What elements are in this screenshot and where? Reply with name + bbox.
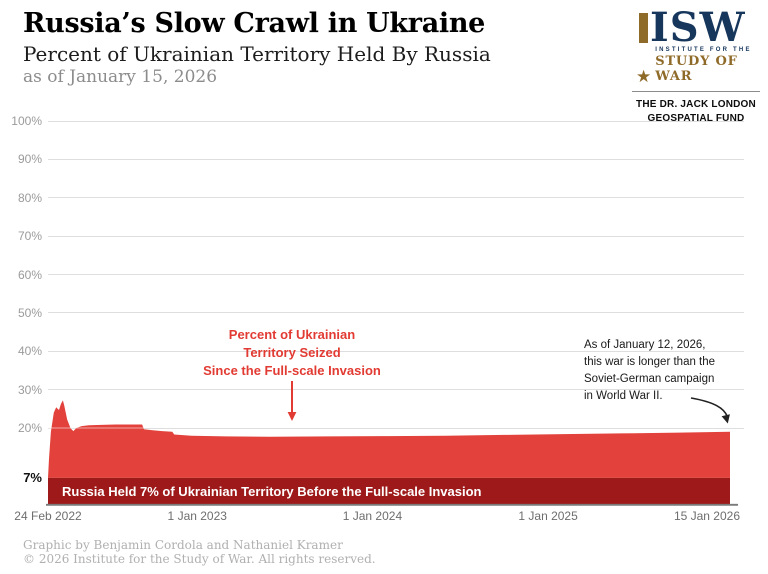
copyright-line: © 2026 Institute for the Study of War. A… [23,552,376,566]
x-tick-2024-01-01: 1 Jan 2024 [342,509,403,523]
y-tick-100: 100% [11,114,42,128]
fund-line-1: THE DR. JACK LONDON [636,99,756,110]
x-tick-2025-01-01: 1 Jan 2025 [518,509,578,523]
x-tick-2022-02-24: 24 Feb 2022 [14,509,82,523]
ww2-annotation: As of January 12, 2026, this war is long… [584,339,716,402]
isw-tagline-row: ★ INSTITUTE FOR THE STUDY OF WAR [632,47,760,86]
seized-annotation: Percent of Ukrainian Territory Seized Si… [203,327,381,378]
study-of-war-label: STUDY OF WAR [655,54,738,84]
y-tick-30: 30% [17,382,42,397]
as-of-date: as of January 15, 2026 [23,67,218,87]
x-axis-labels: 24 Feb 2022 1 Jan 2023 1 Jan 2024 1 Jan 202… [0,509,768,525]
gridline-50 [48,312,744,314]
gridline-40 [48,350,744,352]
gridline-70 [48,235,744,237]
x-tick-2023-01-01: 1 Jan 2023 [167,509,227,523]
y-tick-90: 90% [17,152,42,167]
y-tick-20: 20% [17,421,42,435]
x-tick-2026-01-15: 15 Jan 2026 [673,509,740,523]
gridline-80 [48,197,744,199]
y-tick-7: 7% [23,469,42,485]
y-tick-60: 60% [17,267,42,282]
gridline-60 [48,274,744,275]
gridline-30 [48,389,744,391]
logo-divider [632,91,760,92]
institute-for-the-label: INSTITUTE FOR THE [655,47,752,53]
chart-subtitle: Percent of Ukrainian Territory Held By R… [23,42,491,66]
credit-line: Graphic by Benjamin Cordola and Nathanie… [23,538,343,552]
star-icon: ★ [636,67,652,86]
geospatial-fund-label: THE DR. JACK LONDON GEOSPATIAL FUND [632,98,760,125]
y-tick-50: 50% [17,305,42,320]
page-title: Russia’s Slow Crawl in Ukraine [23,8,486,39]
isw-wordmark: ISW [650,4,746,51]
y-tick-80: 80% [17,190,42,205]
fund-line-2: GEOSPATIAL FUND [647,112,745,124]
baseline-band-label: Russia Held 7% of Ukrainian Territory Be… [62,484,482,499]
logo-gold-bar-icon [639,13,648,43]
gridline-20 [48,427,744,429]
gridline-100 [48,120,744,122]
y-tick-70: 70% [17,229,42,244]
gridline-90 [48,158,744,160]
isw-tagline-col: INSTITUTE FOR THE STUDY OF WAR [655,47,760,84]
isw-logo: ISW ★ INSTITUTE FOR THE STUDY OF WAR THE… [632,4,760,125]
y-tick-40: 40% [17,344,42,359]
isw-wordmark-row: ISW [632,4,760,51]
